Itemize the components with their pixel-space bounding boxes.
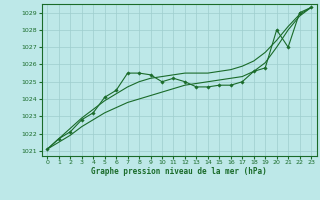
X-axis label: Graphe pression niveau de la mer (hPa): Graphe pression niveau de la mer (hPa): [91, 167, 267, 176]
